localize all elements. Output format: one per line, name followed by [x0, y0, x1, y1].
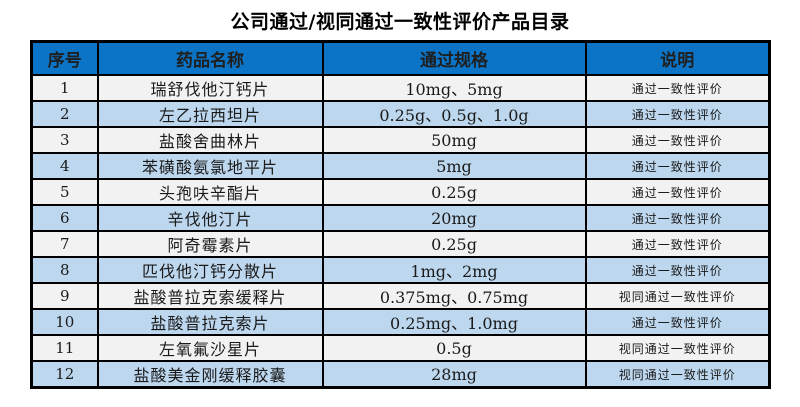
approved-spec: 10mg、5mg [321, 74, 587, 102]
approved-spec: 0.25g [321, 178, 587, 206]
row-index: 2 [30, 100, 99, 128]
evaluation-note: 通过一致性评价 [584, 152, 771, 180]
table-row: 3 盐酸舍曲林片 50mg 通过一致性评价 [30, 126, 771, 154]
table-row: 9 盐酸普拉克索缓释片 0.375mg、0.75mg 视同通过一致性评价 [30, 282, 771, 310]
table-header-row: 序号 药品名称 通过规格 说明 [30, 40, 771, 76]
table-row: 2 左乙拉西坦片 0.25g、0.5g、1.0g 通过一致性评价 [30, 100, 771, 128]
table-row: 1 瑞舒伐他汀钙片 10mg、5mg 通过一致性评价 [30, 74, 771, 102]
table-row: 7 阿奇霉素片 0.25g 通过一致性评价 [30, 230, 771, 258]
evaluation-note: 视同通过一致性评价 [584, 334, 771, 362]
row-index: 1 [30, 74, 99, 102]
row-index: 12 [30, 360, 99, 389]
drug-name: 盐酸普拉克索片 [96, 308, 324, 336]
approved-spec: 28mg [321, 360, 587, 389]
evaluation-note: 通过一致性评价 [584, 178, 771, 206]
row-index: 10 [30, 308, 99, 336]
table-row: 4 苯磺酸氨氯地平片 5mg 通过一致性评价 [30, 152, 771, 180]
approved-spec: 0.25g、0.5g、1.0g [321, 100, 587, 128]
row-index: 6 [30, 204, 99, 232]
evaluation-note: 视同通过一致性评价 [584, 282, 771, 310]
drug-name: 左乙拉西坦片 [96, 100, 324, 128]
approved-spec: 20mg [321, 204, 587, 232]
drug-name: 盐酸普拉克索缓释片 [96, 282, 324, 310]
table-row: 5 头孢呋辛酯片 0.25g 通过一致性评价 [30, 178, 771, 206]
row-index: 4 [30, 152, 99, 180]
drug-name: 盐酸美金刚缓释胶囊 [96, 360, 324, 389]
evaluation-note: 通过一致性评价 [584, 126, 771, 154]
approved-spec: 1mg、2mg [321, 256, 587, 284]
evaluation-note: 通过一致性评价 [584, 204, 771, 232]
col-header-approved-spec: 通过规格 [321, 40, 587, 76]
row-index: 11 [30, 334, 99, 362]
table-row: 10 盐酸普拉克索片 0.25mg、1.0mg 通过一致性评价 [30, 308, 771, 336]
approved-spec: 0.25g [321, 230, 587, 258]
evaluation-note: 通过一致性评价 [584, 74, 771, 102]
page-title: 公司通过/视同通过一致性评价产品目录 [230, 11, 570, 33]
table-row: 11 左氧氟沙星片 0.5g 视同通过一致性评价 [30, 334, 771, 362]
drug-name: 瑞舒伐他汀钙片 [96, 74, 324, 102]
evaluation-note: 通过一致性评价 [584, 256, 771, 284]
row-index: 8 [30, 256, 99, 284]
evaluation-note: 通过一致性评价 [584, 308, 771, 336]
evaluation-note: 通过一致性评价 [584, 230, 771, 258]
approved-spec: 0.375mg、0.75mg [321, 282, 587, 310]
drug-name: 头孢呋辛酯片 [96, 178, 324, 206]
approved-spec: 0.5g [321, 334, 587, 362]
approved-spec: 5mg [321, 152, 587, 180]
drug-name: 左氧氟沙星片 [96, 334, 324, 362]
evaluation-note: 视同通过一致性评价 [584, 360, 771, 389]
table-row: 8 匹伐他汀钙分散片 1mg、2mg 通过一致性评价 [30, 256, 771, 284]
drug-name: 辛伐他汀片 [96, 204, 324, 232]
table-row: 12 盐酸美金刚缓释胶囊 28mg 视同通过一致性评价 [30, 360, 771, 389]
col-header-index: 序号 [30, 40, 99, 76]
approved-spec: 0.25mg、1.0mg [321, 308, 587, 336]
col-header-drug-name: 药品名称 [96, 40, 324, 76]
drug-name: 阿奇霉素片 [96, 230, 324, 258]
evaluation-note: 通过一致性评价 [584, 100, 771, 128]
col-header-note: 说明 [584, 40, 771, 76]
drug-name: 苯磺酸氨氯地平片 [96, 152, 324, 180]
drug-name: 匹伐他汀钙分散片 [96, 256, 324, 284]
product-catalog-table: 序号 药品名称 通过规格 说明 1 瑞舒伐他汀钙片 10mg、5mg 通过一致性… [30, 40, 771, 389]
row-index: 7 [30, 230, 99, 258]
table-row: 6 辛伐他汀片 20mg 通过一致性评价 [30, 204, 771, 232]
row-index: 3 [30, 126, 99, 154]
row-index: 5 [30, 178, 99, 206]
drug-name: 盐酸舍曲林片 [96, 126, 324, 154]
row-index: 9 [30, 282, 99, 310]
approved-spec: 50mg [321, 126, 587, 154]
